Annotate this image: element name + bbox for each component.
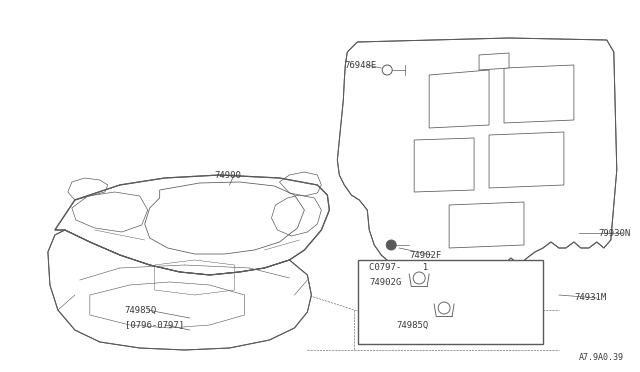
Polygon shape: [429, 70, 489, 128]
Bar: [358, 260, 543, 344]
Polygon shape: [489, 132, 564, 188]
Text: 74931M: 74931M: [574, 294, 606, 302]
Text: [0796-0797]: [0796-0797]: [125, 321, 184, 330]
Text: 74985Q: 74985Q: [396, 321, 428, 330]
Polygon shape: [479, 53, 509, 70]
Circle shape: [387, 240, 396, 250]
Polygon shape: [504, 65, 574, 123]
Text: 74900: 74900: [214, 170, 241, 180]
Text: 74902G: 74902G: [369, 278, 401, 287]
Text: 76948E: 76948E: [344, 61, 376, 70]
Text: 79930N: 79930N: [599, 228, 631, 237]
Text: 74985Q: 74985Q: [125, 305, 157, 314]
Text: C0797-    1: C0797- 1: [369, 263, 428, 272]
Polygon shape: [337, 38, 617, 272]
Polygon shape: [48, 230, 312, 350]
Polygon shape: [414, 138, 474, 192]
Text: A7.9A0.39: A7.9A0.39: [579, 353, 624, 362]
Text: 74902F: 74902F: [409, 250, 442, 260]
Polygon shape: [449, 202, 524, 248]
Polygon shape: [55, 175, 330, 275]
